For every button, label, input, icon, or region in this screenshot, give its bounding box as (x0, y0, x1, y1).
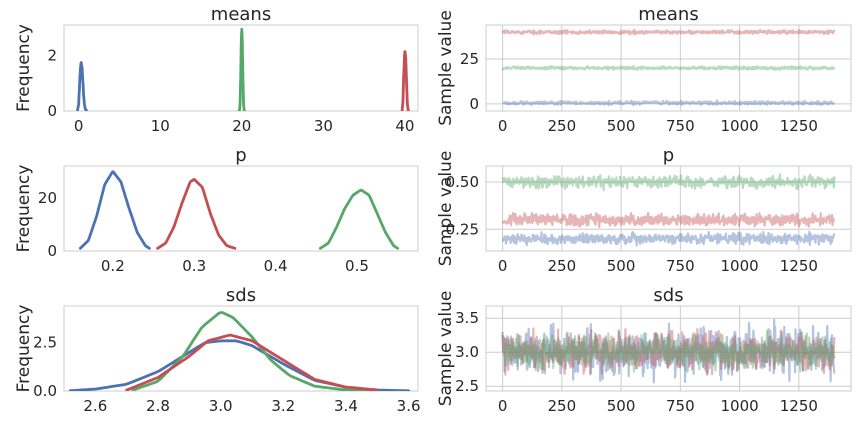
x-tick-label: 1250 (780, 117, 818, 135)
x-tick-label: 1250 (780, 397, 818, 415)
trace-line-red (501, 28, 836, 36)
trace-line-green (501, 329, 836, 373)
y-tick-label: 3.5 (455, 309, 479, 327)
x-tick-label: 3.4 (334, 397, 358, 415)
x-tick-label: 40 (395, 117, 414, 135)
y-axis-label: Sample value (436, 151, 456, 267)
x-tick-label: 750 (666, 397, 695, 415)
y-tick-label: 0 (47, 102, 57, 120)
y-tick-label: 2 (47, 47, 57, 65)
y-axis-label: Frequency (14, 165, 34, 253)
x-tick-label: 500 (607, 397, 636, 415)
trace-line-blue (501, 318, 836, 384)
x-tick-label: 0 (498, 257, 508, 275)
kde-line-blue (78, 170, 151, 250)
x-tick-label: 0.2 (101, 257, 125, 275)
x-tick-label: 0.3 (182, 257, 206, 275)
x-tick-label: 250 (548, 117, 577, 135)
plot-series (76, 27, 410, 111)
trace-line-red (501, 211, 836, 229)
x-tick-label: 1000 (721, 117, 759, 135)
kde-line-red (125, 333, 379, 391)
y-axis-label: Frequency (14, 305, 34, 393)
y-tick-label: 2.5 (455, 377, 479, 395)
x-tick-label: 30 (314, 117, 333, 135)
y-tick-label: 0.25 (446, 220, 479, 238)
x-tick-label: 3.2 (271, 397, 295, 415)
panel-title: sds (226, 285, 256, 306)
y-axis-label: Frequency (14, 24, 34, 112)
panel-title: p (235, 145, 246, 166)
x-tick-label: 1000 (721, 397, 759, 415)
x-tick-label: 0 (498, 117, 508, 135)
y-tick-label: 0 (469, 95, 479, 113)
plot-area (63, 305, 419, 392)
kde-line-red (400, 50, 410, 111)
plot-area (485, 305, 852, 392)
plot-area (485, 24, 852, 112)
trace-line-blue (502, 99, 836, 107)
kde-line-blue (76, 61, 88, 111)
trace-line-green (501, 64, 836, 72)
y-tick-label: 3.0 (455, 343, 479, 361)
x-tick-label: 3.6 (397, 397, 421, 415)
plot-series (501, 318, 836, 384)
y-axis-label: Sample value (436, 10, 456, 126)
x-tick-label: 1250 (780, 257, 818, 275)
kde-line-green (318, 188, 400, 250)
chart-panel-5: 2.6 2.8 3.0 3.2 3.4 3.6 0.0 2.5 sds Frequency (14, 285, 421, 415)
plot-series (501, 28, 836, 107)
panel-title: sds (653, 285, 683, 306)
plot-area (485, 165, 852, 252)
kde-line-green (237, 27, 246, 111)
kde-line-red (156, 177, 237, 250)
x-tick-label: 2.8 (146, 397, 170, 415)
trace-line-red (501, 327, 836, 376)
plot-area (63, 165, 419, 252)
plot-series (501, 173, 836, 247)
chart-panel-4: 0 250 500 750 1000 1250 0.25 0.50 p Sample value (436, 145, 852, 275)
chart-panel-6: 0 250 500 750 1000 1250 2.5 3.0 3.5 sds Sample val… (436, 285, 852, 415)
panel-title: p (663, 145, 674, 166)
plot-series (68, 311, 411, 391)
y-tick-label: 0 (47, 242, 57, 260)
x-tick-label: 500 (607, 117, 636, 135)
plot-series (78, 170, 400, 250)
x-tick-label: 1000 (721, 257, 759, 275)
x-tick-label: 250 (548, 397, 577, 415)
y-tick-label: 0.50 (446, 173, 479, 191)
panel-title: means (211, 4, 271, 25)
y-tick-label: 2.5 (33, 334, 57, 352)
y-axis-label: Sample value (436, 291, 456, 407)
y-tick-label: 25 (460, 50, 479, 68)
y-tick-label: 20 (38, 189, 57, 207)
x-tick-label: 0 (74, 117, 84, 135)
x-tick-label: 0.5 (345, 257, 369, 275)
x-tick-label: 2.6 (83, 397, 107, 415)
x-tick-label: 0 (498, 397, 508, 415)
chart-panel-2: 0 250 500 750 1000 1250 0 25 means Sample value (436, 4, 852, 135)
chart-panel-3: 0.2 0.3 0.4 0.5 0 20 p Frequency (14, 145, 419, 275)
trace-line-blue (501, 230, 836, 247)
x-tick-label: 750 (666, 257, 695, 275)
panel-title: means (638, 4, 698, 25)
x-tick-label: 250 (548, 257, 577, 275)
x-tick-label: 500 (607, 257, 636, 275)
x-tick-label: 3.0 (209, 397, 233, 415)
x-tick-label: 0.4 (264, 257, 288, 275)
y-tick-label: 0.0 (33, 382, 57, 400)
chart-panel-1: 0 10 20 30 40 0 2 means Frequency (14, 4, 419, 135)
x-tick-label: 750 (666, 117, 695, 135)
x-tick-label: 10 (151, 117, 170, 135)
x-tick-label: 20 (232, 117, 251, 135)
trace-line-green (501, 173, 836, 192)
